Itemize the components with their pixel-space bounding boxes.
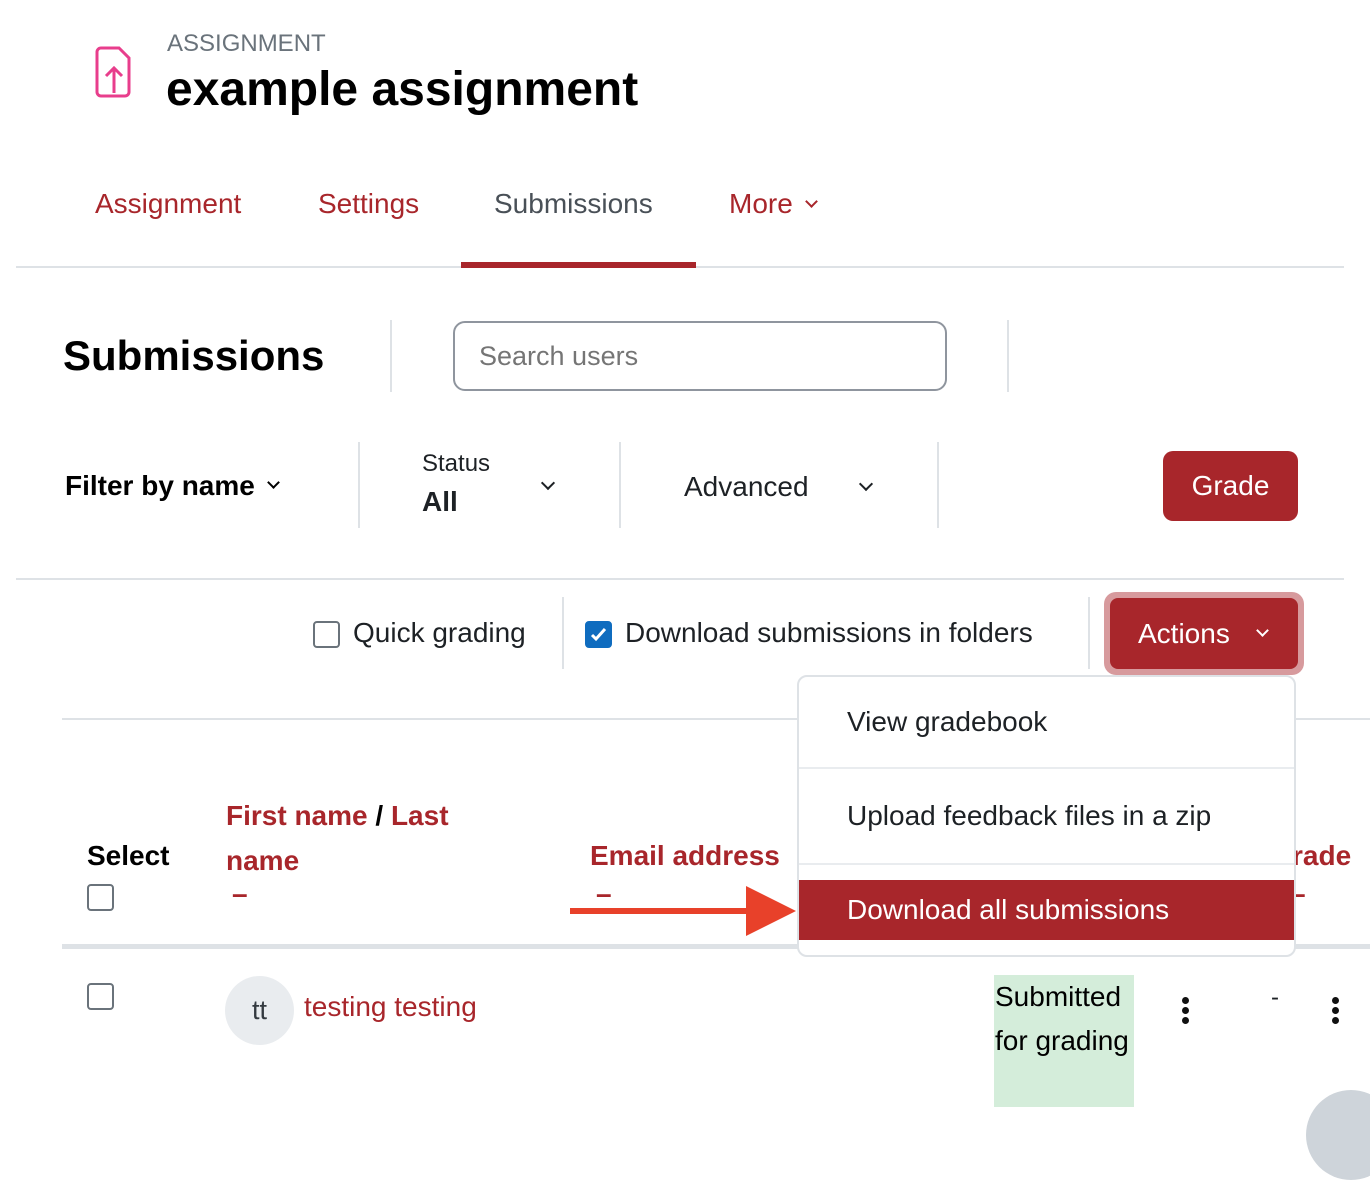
chevron-down-icon [1256, 624, 1269, 637]
quick-grading-checkbox[interactable] [313, 621, 340, 648]
divider [1088, 597, 1090, 669]
avatar: tt [225, 976, 294, 1045]
tab-settings[interactable]: Settings [318, 188, 420, 219]
active-tab-indicator [461, 262, 696, 268]
search-users-input[interactable] [453, 321, 947, 391]
tab-submissions[interactable]: Submissions [494, 188, 653, 219]
menu-item-upload-feedback-zip[interactable]: Upload feedback files in a zip [799, 769, 1294, 865]
status-value: All [422, 486, 458, 517]
submissions-heading: Submissions [63, 332, 325, 379]
row-select-checkbox[interactable] [87, 983, 114, 1010]
divider [16, 578, 1344, 580]
activity-kicker: ASSIGNMENT [167, 30, 326, 57]
quick-grading-label: Quick grading [353, 617, 526, 648]
filter-by-name-dropdown[interactable]: Filter by name [65, 470, 280, 502]
divider [62, 718, 1370, 720]
divider [937, 442, 939, 528]
divider [390, 320, 392, 392]
annotation-arrow-icon [570, 886, 796, 936]
actions-label: Actions [1138, 617, 1230, 649]
divider [619, 442, 621, 528]
sort-grade-link[interactable]: rade [1292, 840, 1352, 871]
user-name-link[interactable]: testing testing [304, 991, 477, 1022]
tab-assignment[interactable]: Assignment [95, 188, 242, 219]
chevron-down-icon [804, 195, 818, 208]
row-menu-icon[interactable] [1182, 997, 1190, 1027]
select-all-checkbox[interactable] [87, 884, 114, 911]
table-header-border [62, 944, 1370, 949]
download-in-folders-label: Download submissions in folders [625, 617, 1033, 648]
status-label: Status [422, 450, 491, 477]
divider [358, 442, 360, 528]
filter-by-name-label: Filter by name [65, 470, 255, 501]
status-filter-dropdown[interactable]: Status All [422, 450, 562, 526]
download-in-folders-checkbox[interactable] [585, 621, 612, 648]
assignment-icon [95, 46, 135, 103]
menu-item-download-all-submissions[interactable]: Download all submissions [799, 880, 1294, 940]
divider [562, 597, 564, 669]
chevron-down-icon [266, 476, 280, 489]
page-title: example assignment [166, 63, 639, 116]
sort-email-link[interactable]: Email address [590, 840, 780, 871]
menu-item-view-gradebook[interactable]: View gradebook [799, 677, 1294, 769]
tab-more-label: More [729, 188, 793, 219]
actions-button[interactable]: Actions [1110, 598, 1298, 669]
select-header: Select [87, 840, 170, 871]
divider [1007, 320, 1009, 392]
row-more-icon[interactable] [1332, 997, 1340, 1027]
advanced-filter-dropdown[interactable]: Advanced [684, 471, 884, 503]
sort-indicator: – [596, 878, 612, 909]
help-button[interactable] [1306, 1090, 1370, 1180]
name-header: First name / Last name [226, 793, 486, 883]
separator: / [375, 800, 384, 831]
actions-dropdown-menu: View gradebook Upload feedback files in … [797, 675, 1296, 957]
advanced-label: Advanced [684, 471, 809, 502]
tab-more[interactable]: More [729, 188, 818, 220]
grade-value: - [1271, 984, 1279, 1011]
sort-last-name-link[interactable]: Last name [226, 800, 449, 876]
chevron-down-icon [858, 476, 874, 492]
sort-first-name-link[interactable]: First name [226, 800, 368, 831]
grade-button[interactable]: Grade [1163, 451, 1298, 521]
checkmark-icon [590, 627, 607, 642]
status-badge: Submitted for grading [994, 975, 1134, 1107]
sort-indicator: – [232, 878, 248, 909]
